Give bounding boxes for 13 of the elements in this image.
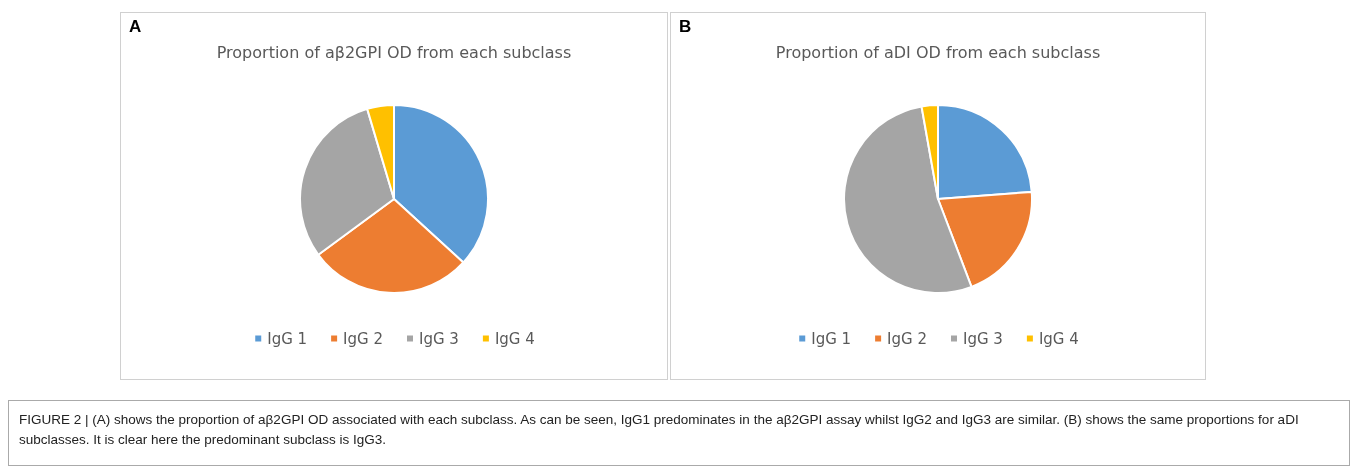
- caption: FIGURE 2 | (A) shows the proportion of aβ2GPI OD associated with each subclass. As can be seen, IgG1 predominates in the aβ2GPI assay whilst IgG2 and IgG3 are similar. (B) shows the same proportions for aDI subclasses. It is clear here the predominant subclass is IgG3.: [8, 400, 1350, 466]
- legend-label: IgG 2: [887, 329, 928, 348]
- chart-title: Proportion of aβ2GPI OD from each subclass: [216, 42, 572, 62]
- legend-label: IgG 1: [811, 329, 852, 348]
- legend-label: IgG 4: [1038, 329, 1079, 348]
- legend-label: IgG 1: [267, 329, 308, 348]
- legend-label: IgG 3: [419, 329, 459, 348]
- legend-label: IgG 4: [494, 329, 535, 348]
- text: A: [129, 17, 142, 37]
- text: B: [679, 17, 692, 37]
- legend-label: IgG 3: [963, 329, 1003, 348]
- chart-title: Proportion of aDI OD from each subclass: [775, 42, 1101, 62]
- legend-label: IgG 2: [343, 329, 384, 348]
